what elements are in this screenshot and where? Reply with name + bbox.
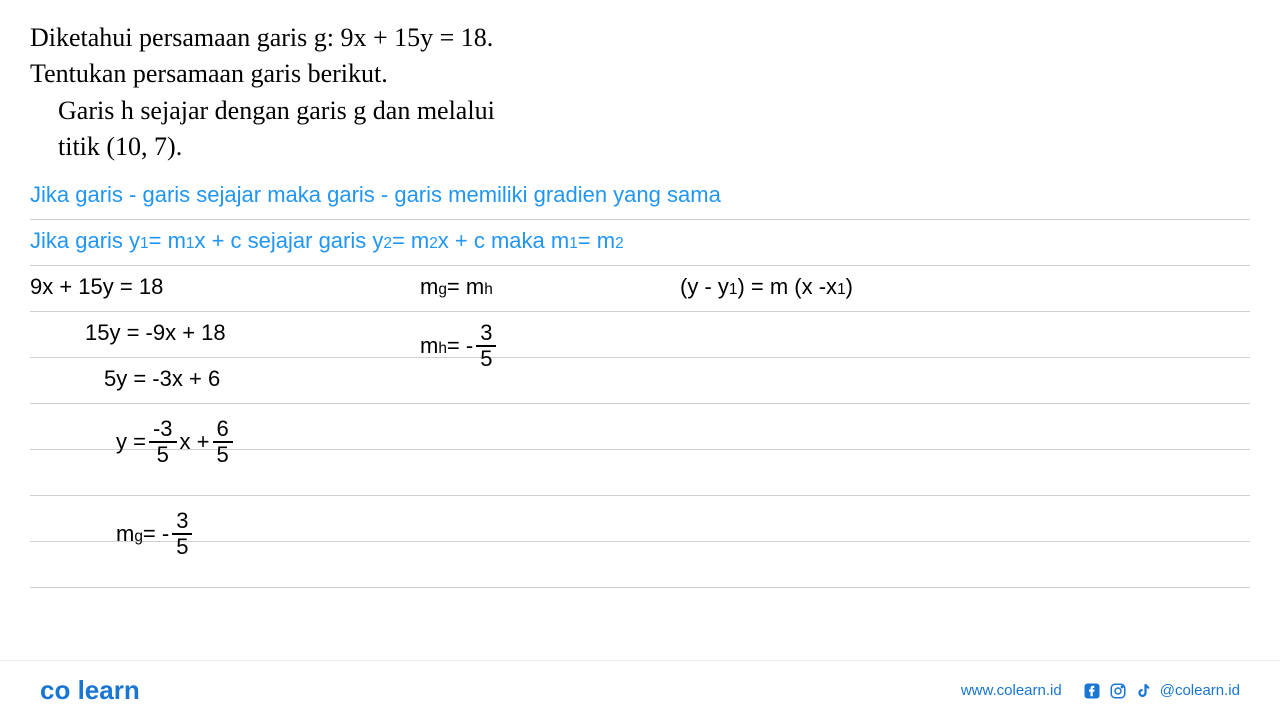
work-eq4: y = -35 x + 65	[116, 418, 236, 466]
footer: co learn www.colearn.id @colearn.id	[0, 660, 1280, 720]
problem-statement: Diketahui persamaan garis g: 9x + 15y = …	[30, 20, 1250, 166]
footer-handle: @colearn.id	[1160, 682, 1240, 699]
work-eq5: mg = - 35	[116, 510, 195, 558]
brand-logo: co learn	[40, 675, 140, 706]
work-col2-eq1: mg = mh	[420, 274, 493, 300]
work-col2-eq2: mh= - 35	[420, 322, 499, 370]
facebook-icon	[1082, 681, 1102, 701]
problem-line1: Diketahui persamaan garis g: 9x + 15y = …	[30, 20, 1250, 56]
worksheet-area: Jika garis - garis sejajar maka garis - …	[30, 174, 1250, 588]
work-col3-formula: (y - y1) = m (x -x1)	[680, 274, 853, 300]
problem-line3: Garis h sejajar dengan garis g dan melal…	[30, 93, 1250, 129]
work-eq2: 15y = -9x + 18	[85, 320, 226, 346]
footer-right: www.colearn.id @colearn.id	[961, 681, 1240, 701]
problem-line2: Tentukan persamaan garis berikut.	[30, 56, 1250, 92]
tiktok-icon	[1134, 681, 1154, 701]
work-eq3: 5y = -3x + 6	[104, 366, 220, 392]
explanation-rule1: Jika garis - garis sejajar maka garis - …	[30, 182, 721, 208]
social-icons: @colearn.id	[1082, 681, 1240, 701]
problem-line4: titik (10, 7).	[30, 129, 1250, 165]
footer-url: www.colearn.id	[961, 682, 1062, 699]
work-eq1: 9x + 15y = 18	[30, 274, 163, 300]
explanation-rule2: Jika garis y1= m1x + c sejajar garis y2=…	[30, 228, 624, 254]
instagram-icon	[1108, 681, 1128, 701]
